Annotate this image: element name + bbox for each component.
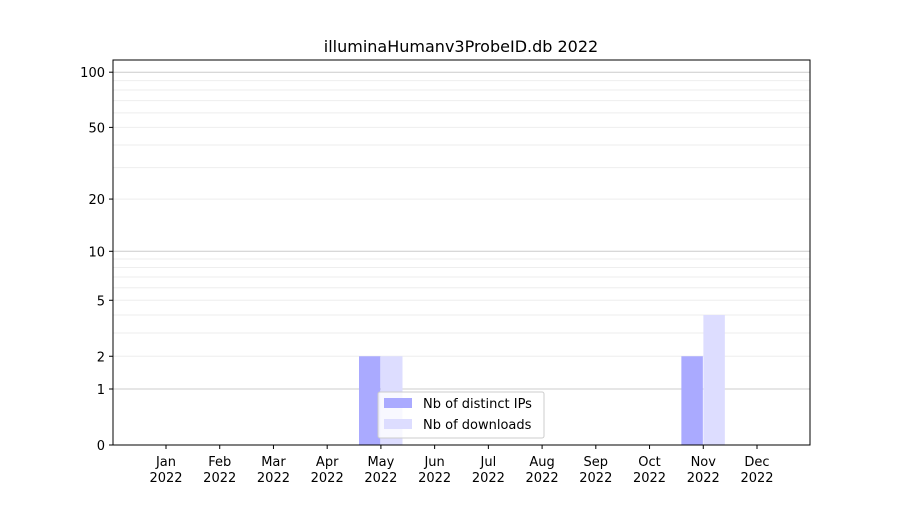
x-tick-label: Jul 2022 (472, 455, 505, 486)
chart-title: illuminaHumanv3ProbeID.db 2022 (324, 37, 598, 56)
bar-distinct-ips (681, 356, 703, 445)
x-tick-label: Apr 2022 (311, 455, 344, 486)
x-tick-label: Nov 2022 (687, 455, 720, 486)
bar-distinct-ips (359, 356, 381, 445)
plot-frame (112, 59, 811, 446)
bar-downloads (703, 314, 725, 445)
y-tick-label: 5 (97, 294, 105, 309)
y-tick-label: 0 (97, 439, 105, 454)
y-tick-label: 1 (97, 383, 105, 398)
x-tick-label: Feb 2022 (203, 455, 236, 486)
x-tick-label: Jun 2022 (418, 455, 451, 486)
legend-swatch (384, 398, 412, 408)
y-tick-label: 2 (97, 350, 105, 365)
legend-box (377, 391, 545, 439)
x-tick-label: Sep 2022 (579, 455, 612, 486)
y-tick-label: 50 (88, 121, 105, 136)
x-tick-label: Oct 2022 (633, 455, 666, 486)
y-tick-label: 100 (80, 66, 105, 81)
x-tick-label: May 2022 (364, 455, 397, 486)
x-tick-label: Mar 2022 (257, 455, 290, 486)
x-tick-label: Jan 2022 (149, 455, 182, 486)
legend-swatch (384, 419, 412, 429)
y-tick-label: 10 (88, 245, 105, 260)
legend-label: Nb of distinct IPs (423, 397, 532, 412)
y-tick-label: 20 (88, 193, 105, 208)
x-tick-label: Aug 2022 (526, 455, 559, 486)
x-tick-label: Dec 2022 (740, 455, 773, 486)
legend-label: Nb of downloads (423, 418, 532, 433)
